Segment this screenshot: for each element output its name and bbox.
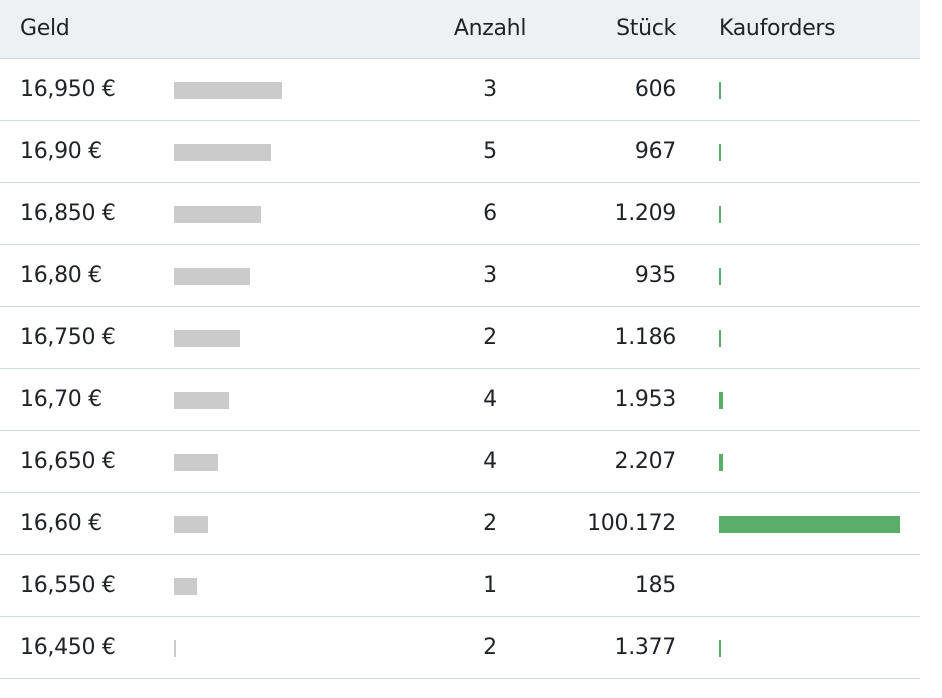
price: 16,750 € (20, 325, 116, 350)
price: 16,450 € (20, 635, 116, 660)
order-row: 16,750 € 2 1.186 (0, 307, 920, 369)
buy-order-bar (719, 516, 900, 533)
count: 5 (483, 139, 497, 164)
quantity: 100.172 (587, 511, 676, 536)
buy-order-bar (719, 144, 721, 161)
column-header[interactable]: Geld (20, 16, 70, 41)
price: 16,90 € (20, 139, 102, 164)
count: 3 (483, 263, 497, 288)
price-bar (174, 578, 198, 595)
quantity: 606 (634, 77, 676, 102)
price: 16,850 € (20, 201, 116, 226)
price: 16,70 € (20, 387, 102, 412)
column-header[interactable]: Kauforders (719, 16, 836, 41)
count: 3 (483, 77, 497, 102)
quantity: 935 (634, 263, 676, 288)
price: 16,650 € (20, 449, 116, 474)
order-row: 16,450 € 2 1.377 (0, 617, 920, 679)
order-row: 16,950 € 3 606 (0, 59, 920, 121)
buy-order-bar (719, 82, 721, 99)
buy-order-bar (719, 206, 722, 223)
order-row: 16,850 € 6 1.209 (0, 183, 920, 245)
price: 16,550 € (20, 573, 116, 598)
order-row: 16,550 € 1 185 (0, 555, 920, 617)
count: 2 (483, 511, 497, 536)
order-row: 16,60 € 2 100.172 (0, 493, 920, 555)
price-bar (174, 144, 272, 161)
price-bar (174, 392, 229, 409)
price-bar (174, 82, 282, 99)
buy-order-bar (719, 268, 721, 285)
order-row: 16,90 € 5 967 (0, 121, 920, 183)
count: 4 (483, 449, 497, 474)
quantity: 1.186 (614, 325, 677, 350)
count: 2 (483, 635, 497, 660)
count: 2 (483, 325, 497, 350)
quantity: 185 (634, 573, 676, 598)
count: 4 (483, 387, 497, 412)
header-row: Geld Anzahl Stück Kauforders (0, 0, 920, 59)
price: 16,80 € (20, 263, 102, 288)
order-row: 16,650 € 4 2.207 (0, 431, 920, 493)
price-bar (174, 330, 240, 347)
price: 16,950 € (20, 77, 116, 102)
count: 6 (483, 201, 497, 226)
buy-order-bar (719, 454, 723, 471)
quantity: 1.953 (614, 387, 677, 412)
quantity: 1.377 (614, 635, 677, 660)
buy-order-bar (719, 392, 723, 409)
price: 16,60 € (20, 511, 102, 536)
count: 1 (483, 573, 497, 598)
buy-order-bar (719, 640, 722, 657)
column-header[interactable]: Stück (616, 16, 676, 41)
column-header[interactable]: Anzahl (453, 16, 527, 41)
order-row: 16,70 € 4 1.953 (0, 369, 920, 431)
order-row: 16,80 € 3 935 (0, 245, 920, 307)
price-bar (174, 640, 176, 657)
quantity: 1.209 (614, 201, 677, 226)
price-bar (174, 206, 261, 223)
quantity: 2.207 (614, 449, 677, 474)
buy-order-bar (719, 330, 722, 347)
price-bar (174, 454, 219, 471)
quantity: 967 (634, 139, 676, 164)
price-bar (174, 516, 208, 533)
price-bar (174, 268, 251, 285)
